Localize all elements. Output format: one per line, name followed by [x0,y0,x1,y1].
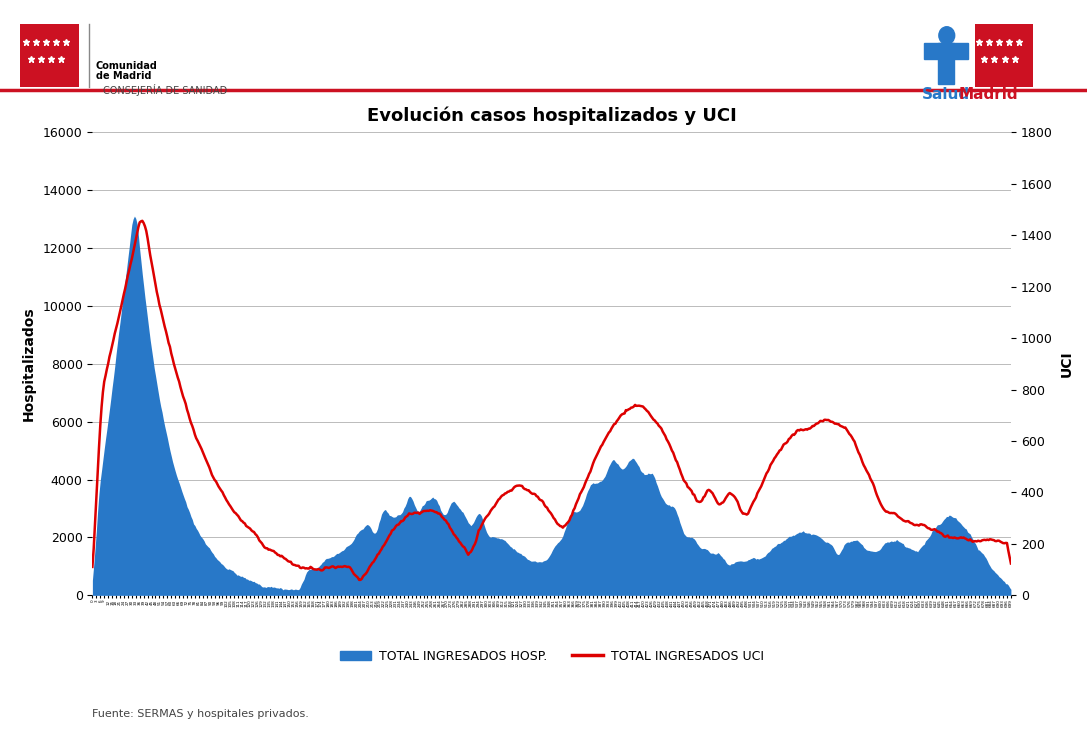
Text: Madrid: Madrid [959,87,1019,101]
Y-axis label: UCI: UCI [1060,351,1074,377]
Text: CONSEJERÍA DE SANIDAD: CONSEJERÍA DE SANIDAD [103,84,227,96]
Text: Comunidad: Comunidad [96,61,158,71]
Text: de Madrid: de Madrid [96,71,151,81]
Y-axis label: Hospitalizados: Hospitalizados [22,306,36,421]
Bar [938,43,954,84]
Text: Salud: Salud [922,87,970,101]
Legend: TOTAL INGRESADOS HOSP., TOTAL INGRESADOS UCI: TOTAL INGRESADOS HOSP., TOTAL INGRESADOS… [335,645,769,668]
Title: Evolución casos hospitalizados y UCI: Evolución casos hospitalizados y UCI [366,107,737,125]
Circle shape [939,26,954,44]
Bar [924,43,969,59]
Text: Fuente: SERMAS y hospitales privados.: Fuente: SERMAS y hospitales privados. [92,709,310,719]
